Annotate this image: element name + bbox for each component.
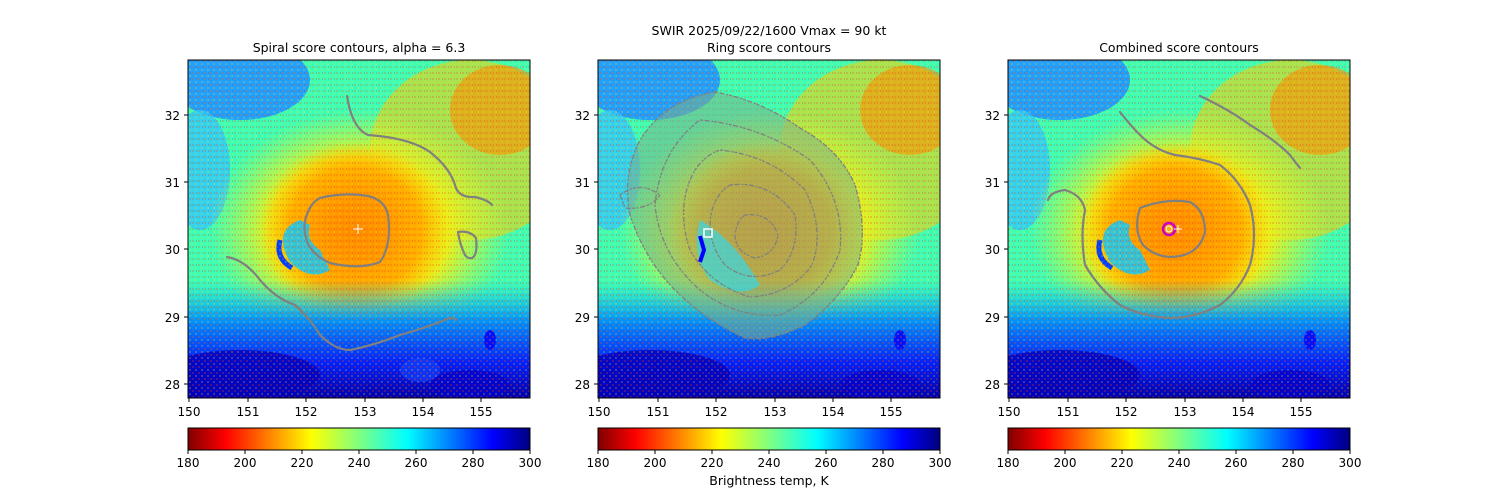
y-tick-label: 31 <box>985 176 1000 190</box>
x-tick-label: 152 <box>705 405 728 419</box>
colorbar-tick: 240 <box>1168 456 1191 470</box>
y-tick-label: 32 <box>575 109 590 123</box>
y-tick-label: 30 <box>985 243 1000 257</box>
brightness-field <box>1008 60 1350 398</box>
colorbar-strip <box>187 427 531 451</box>
x-ticks: 150 151 152 153 154 155 <box>998 398 1313 419</box>
combined-contour <box>1198 94 1302 170</box>
x-tick-label: 150 <box>588 405 611 419</box>
plot-frame <box>187 59 531 399</box>
colorbar-tick: 200 <box>1054 456 1077 470</box>
y-tick-label: 29 <box>165 311 180 325</box>
x-tick-label: 150 <box>998 405 1021 419</box>
spiral-contour <box>303 193 391 268</box>
panel-ring: Ring score contours <box>575 40 952 488</box>
y-tick-label: 30 <box>165 243 180 257</box>
ring-contour <box>734 214 779 259</box>
x-tick-label: 153 <box>354 405 377 419</box>
panel-title: Spiral score contours, alpha = 6.3 <box>253 40 466 55</box>
x-tick-label: 154 <box>412 405 435 419</box>
colorbar-tick: 180 <box>587 456 610 470</box>
ring-contour <box>709 183 797 277</box>
spiral-contour <box>456 230 478 260</box>
colorbar-tick: 180 <box>177 456 200 470</box>
colorbar-label: Brightness temp, K <box>709 473 829 488</box>
marker-center-dot <box>1165 225 1173 233</box>
colorbar-tick: 260 <box>815 456 838 470</box>
colorbar-strip <box>597 427 941 451</box>
colorbar-tick: 260 <box>405 456 428 470</box>
marker-center-plus <box>353 224 363 234</box>
colorbar-tick: 300 <box>519 456 542 470</box>
y-tick-label: 32 <box>165 109 180 123</box>
colorbar-tick: 280 <box>1282 456 1305 470</box>
y-ticks: 28 29 30 31 32 <box>575 109 598 392</box>
y-tick-label: 28 <box>985 378 1000 392</box>
x-ticks: 150 151 152 153 154 155 <box>178 398 493 419</box>
colorbar-tick: 260 <box>1225 456 1248 470</box>
colorbar: 180 200 220 240 260 280 300 Brightness t… <box>587 427 952 488</box>
y-tick-label: 28 <box>165 378 180 392</box>
y-tick-label: 29 <box>985 311 1000 325</box>
x-ticks: 150 151 152 153 154 155 <box>588 398 903 419</box>
y-tick-label: 31 <box>165 176 180 190</box>
panel-combined: Combined score contours <box>985 40 1362 470</box>
plot-frame <box>1007 59 1351 399</box>
plot-frame <box>597 59 941 399</box>
y-tick-label: 32 <box>985 109 1000 123</box>
y-tick-label: 28 <box>575 378 590 392</box>
combined-contour <box>1046 110 1256 320</box>
x-tick-label: 154 <box>822 405 845 419</box>
ring-contour <box>619 186 661 209</box>
x-tick-label: 155 <box>880 405 903 419</box>
ring-contour <box>682 149 818 298</box>
colorbar-tick: 300 <box>1339 456 1362 470</box>
colorbar-tick: 280 <box>462 456 485 470</box>
x-tick-label: 152 <box>295 405 318 419</box>
spiral-contour <box>345 94 494 207</box>
panel-title: Combined score contours <box>1099 40 1259 55</box>
x-tick-label: 155 <box>1290 405 1313 419</box>
spiral-contour <box>225 255 458 352</box>
y-tick-label: 30 <box>575 243 590 257</box>
colorbar-tick: 300 <box>929 456 952 470</box>
x-tick-label: 154 <box>1232 405 1255 419</box>
x-tick-label: 151 <box>647 405 670 419</box>
brightness-field <box>598 60 940 398</box>
colorbar-tick: 240 <box>758 456 781 470</box>
panel-title: Ring score contours <box>707 40 831 55</box>
y-ticks: 28 29 30 31 32 <box>165 109 188 392</box>
colorbar-tick: 220 <box>1111 456 1134 470</box>
x-tick-label: 155 <box>470 405 493 419</box>
marker-center-plus <box>1174 225 1182 233</box>
colorbar-tick: 200 <box>234 456 257 470</box>
colorbar-tick: 220 <box>291 456 314 470</box>
colorbar: 180 200 220 240 260 280 300 <box>997 427 1362 470</box>
colorbar-tick: 280 <box>872 456 895 470</box>
ring-contour <box>626 91 863 340</box>
combined-contour <box>1136 199 1207 258</box>
y-tick-label: 31 <box>575 176 590 190</box>
colorbar-strip <box>1007 427 1351 451</box>
figure-suptitle: SWIR 2025/09/22/1600 Vmax = 90 kt <box>652 23 887 38</box>
panel-spiral: Spiral score contours, alpha = 6.3 <box>165 40 542 470</box>
marker-center-square <box>703 228 713 238</box>
colorbar-tick: 240 <box>348 456 371 470</box>
colorbar: 180 200 220 240 260 280 300 <box>177 427 542 470</box>
colorbar-tick: 200 <box>644 456 667 470</box>
x-tick-label: 153 <box>764 405 787 419</box>
x-tick-label: 151 <box>1057 405 1080 419</box>
colorbar-tick: 180 <box>997 456 1020 470</box>
y-tick-label: 29 <box>575 311 590 325</box>
x-tick-label: 152 <box>1115 405 1138 419</box>
x-tick-label: 150 <box>178 405 201 419</box>
x-tick-label: 151 <box>237 405 260 419</box>
brightness-field <box>188 60 530 398</box>
colorbar-tick: 220 <box>701 456 724 470</box>
ring-contour <box>654 119 842 316</box>
y-ticks: 28 29 30 31 32 <box>985 109 1008 392</box>
x-tick-label: 153 <box>1174 405 1197 419</box>
